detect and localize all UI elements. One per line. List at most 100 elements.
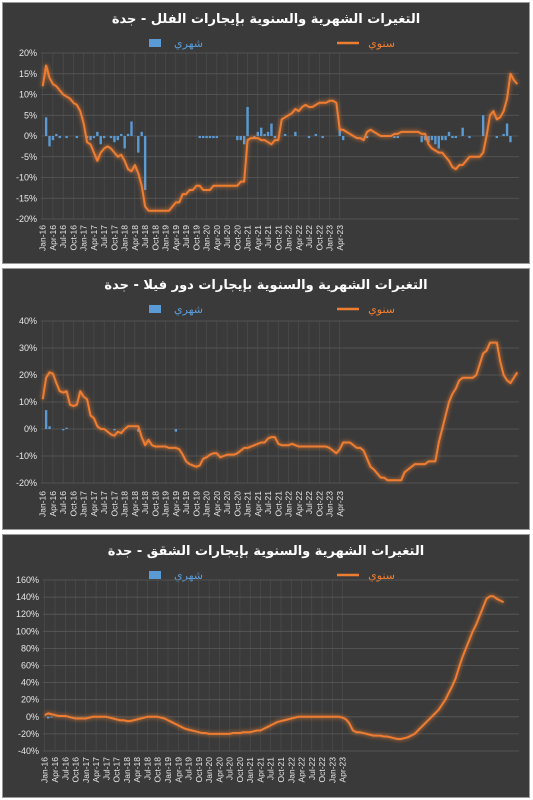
y-tick-label: 40% [19,316,37,326]
legend-monthly-label: شهري [174,37,203,50]
monthly-bar [314,133,318,136]
monthly-bar [215,136,219,139]
chart-apartments-svg: التغيرات الشهرية والسنوية بإيجارات الشقق… [16,544,519,783]
monthly-bar [55,133,58,136]
monthly-bar [430,136,434,141]
x-tick-label: Jan-21 [243,491,253,517]
monthly-bar [137,429,140,432]
y-tick-label: -20% [18,729,39,739]
yearly-line [41,341,519,482]
monthly-bar [130,121,133,136]
monthly-bar [502,133,505,136]
x-tick-label: Apr-16 [48,225,58,251]
x-tick-label: Jan-19 [163,757,173,783]
x-tick-label: Jul-19 [181,225,191,248]
chart-villas: التغيرات الشهرية والسنوية بإيجارات الفلل… [2,2,530,264]
x-tick-label: Apr-21 [255,757,265,783]
monthly-bars [46,716,53,719]
x-tick-label: Jul-18 [140,225,150,248]
chart-title: التغيرات الشهرية والسنوية بإيجارات الشقق… [108,544,424,559]
legend-monthly-swatch [149,571,161,579]
x-tick-label: Apr-22 [297,757,307,783]
x-tick-label: Apr-18 [130,225,140,251]
yearly-line [44,595,505,741]
x-tick-label: Apr-23 [338,757,348,783]
monthly-bar [44,117,48,136]
x-tick-label: Jan-16 [38,491,48,517]
x-tick-label: Jan-17 [81,757,91,783]
y-tick-label: 40% [21,678,39,688]
y-tick-label: 30% [19,343,37,353]
legend-monthly-label: شهري [174,569,203,582]
legend-yearly-label: سنوي [368,303,395,316]
x-tick-label: Apr-19 [171,491,181,517]
legend-monthly-label: شهري [174,303,203,316]
monthly-bar [437,136,440,149]
x-tick-label: Oct-17 [109,225,119,251]
x-tick-label: Apr-20 [212,491,222,517]
x-tick-label: Apr-21 [253,491,263,517]
x-tick-label: Apr-17 [89,225,99,251]
x-tick-label: Oct-19 [191,491,201,517]
y-tick-label: -40% [18,746,39,756]
monthly-bar [51,136,55,141]
x-tick-label: Jan-17 [79,491,89,517]
monthly-bar [113,136,116,143]
gridlines [41,52,519,220]
legend-monthly-swatch [149,39,161,47]
monthly-bar [143,136,147,190]
chart-apartments: التغيرات الشهرية والسنوية بإيجارات الشقق… [2,534,530,798]
monthly-bar [434,136,437,145]
monthly-bar [126,133,130,136]
monthly-bar [61,429,65,431]
x-tick-label: Apr-17 [89,491,99,517]
monthly-bar [454,136,458,139]
x-tick-label: Jan-18 [122,757,132,783]
y-tick-label: -10% [16,451,37,461]
x-tick-label: Jan-23 [325,225,335,251]
monthly-bar [338,127,341,136]
x-tick-label: Jan-22 [286,757,296,783]
monthly-bar [396,136,399,139]
monthly-bar [48,426,51,429]
x-tick-label: Oct-20 [235,757,245,783]
monthly-bar [102,136,106,139]
monthly-bar [307,136,311,139]
monthly-bar [201,136,205,139]
monthly-bar [89,136,92,141]
x-tick-label: Apr-20 [214,757,224,783]
x-tick-label: Jul-16 [58,225,68,248]
y-tick-label: -15% [16,193,37,203]
monthly-bar [96,131,99,136]
x-tick-label: Apr-20 [212,225,222,251]
monthly-bar [444,136,447,141]
x-tick-label: Apr-22 [294,491,304,517]
monthly-bar [266,131,270,136]
monthly-bar [505,123,509,136]
x-tick-label: Oct-21 [276,757,286,783]
x-tick-label: Jan-22 [284,491,294,517]
y-tick-label: 60% [21,661,39,671]
x-tick-label: Jan-21 [243,225,253,251]
monthly-bar [420,136,423,143]
x-tick-label: Apr-17 [91,757,101,783]
yearly-line [41,64,519,212]
x-tick-label: Jan-18 [120,491,130,517]
x-tick-label: Jul-20 [222,225,232,248]
x-tick-label: Jul-20 [222,491,232,514]
monthly-bar [116,136,120,141]
x-tick-label: Jul-21 [263,225,273,248]
x-tick-label: Jul-18 [142,757,152,780]
monthly-bar [99,136,102,145]
monthly-bar [46,716,50,719]
monthly-bars [44,106,512,190]
x-tick-label: Jul-21 [266,757,276,780]
monthly-bar [283,133,287,136]
monthly-bar [140,131,143,136]
monthly-bar [260,127,263,136]
x-tick-label: Apr-23 [335,491,345,517]
legend: شهري سنوي [149,569,395,582]
monthly-bar [468,136,471,139]
x-tick-label: Oct-22 [314,225,324,251]
gridlines [41,320,519,484]
